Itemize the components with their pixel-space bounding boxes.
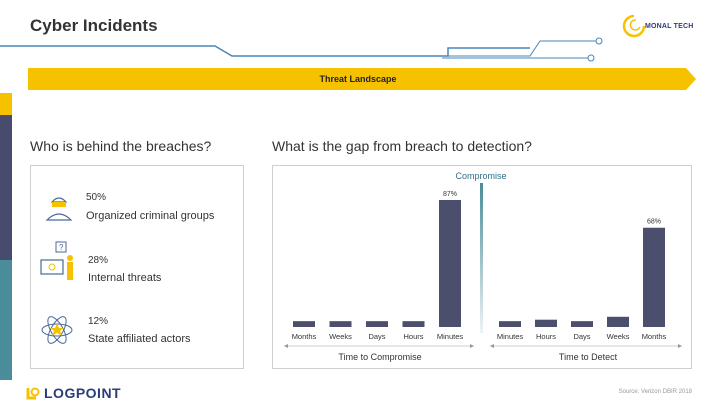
axis-arrow-right <box>678 344 682 348</box>
tick-label: Months <box>642 332 667 341</box>
breach-actors-panel <box>30 165 244 369</box>
stat-percent-state: 12% <box>88 316 109 327</box>
axis-arrow-left <box>284 344 288 348</box>
breach-detection-chart: Months Weeks Days Hours Minutes 87% Time to Co… <box>284 171 682 362</box>
atom-icon <box>41 316 73 344</box>
tick-label: Minutes <box>497 332 524 341</box>
bar-0-weeks <box>329 321 352 327</box>
stat-percent-criminal: 50% <box>86 192 107 203</box>
side-accent-teal <box>0 260 12 380</box>
stat-label-state: State affiliated actors <box>88 333 191 345</box>
left-panel-heading: Who is behind the breaches? <box>30 138 212 154</box>
tick-label: Weeks <box>329 332 352 341</box>
bar-0-months <box>293 321 315 327</box>
monal-tech-logo-icon <box>622 14 646 38</box>
footer-brand: LOGPOINT <box>44 385 122 401</box>
side-accent-yellow <box>0 93 12 115</box>
brand-name: MONAL TECH <box>645 23 694 30</box>
tick-label: Hours <box>403 332 423 341</box>
data-label: 68% <box>647 219 661 226</box>
tick-label: Days <box>368 332 385 341</box>
right-panel-heading: What is the gap from breach to detection… <box>272 138 532 154</box>
logpoint-logo-icon <box>26 387 40 400</box>
x-axis-label: Time to Detect <box>559 352 618 362</box>
slide-title: Cyber Incidents <box>30 16 158 35</box>
bar-1-months <box>643 227 665 327</box>
bar-0-hours <box>402 321 425 327</box>
threat-landscape-banner <box>28 68 696 90</box>
side-accent-navy <box>0 115 12 260</box>
tick-label: Hours <box>536 332 556 341</box>
axis-arrow-right <box>470 344 474 348</box>
bar-1-hours <box>535 319 557 327</box>
bar-1-minutes <box>499 321 521 327</box>
hacker-icon <box>45 197 73 221</box>
tick-label: Days <box>573 332 590 341</box>
axis-arrow-left <box>490 344 494 348</box>
stat-label-internal: Internal threats <box>88 272 162 284</box>
circuit-lines-decoration <box>0 37 603 62</box>
tick-label: Weeks <box>607 332 630 341</box>
bar-0-days <box>366 321 388 327</box>
banner-label: Threat Landscape <box>319 74 397 84</box>
svg-text:?: ? <box>59 243 64 252</box>
bar-1-weeks <box>607 316 629 327</box>
divider-label: Compromise <box>455 171 506 181</box>
bar-0-minutes <box>439 199 461 327</box>
insider-icon: ? <box>40 241 73 280</box>
breach-detection-panel <box>272 165 692 369</box>
data-label: 87% <box>443 191 457 198</box>
compromise-divider <box>480 183 483 333</box>
tick-label: Minutes <box>437 332 464 341</box>
source-note: Source: Verizon DBIR 2018 <box>618 389 692 395</box>
stat-percent-internal: 28% <box>88 255 109 266</box>
stat-label-criminal: Organized criminal groups <box>86 210 215 222</box>
tick-label: Months <box>292 332 317 341</box>
x-axis-label: Time to Compromise <box>338 352 421 362</box>
bar-1-days <box>571 321 593 327</box>
